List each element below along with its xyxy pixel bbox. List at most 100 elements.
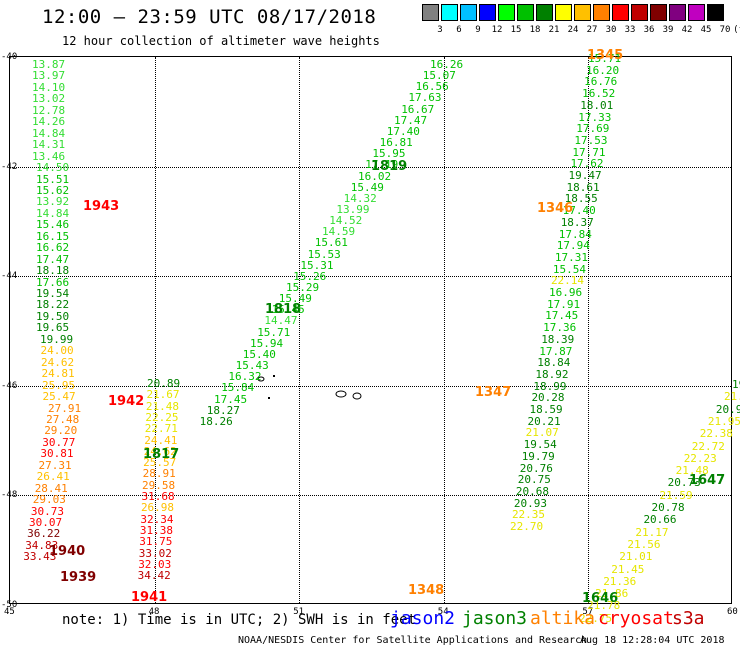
wave-height-label: 15.54 [552, 262, 587, 276]
wave-height-label: 20.78 [651, 501, 685, 514]
wave-height-label: 15.71 [588, 52, 622, 65]
wave-height-label: 16.02 [358, 169, 392, 183]
wave-height-label: 17.53 [574, 133, 608, 147]
wave-height-label: 15.40 [242, 347, 276, 361]
wave-height-label: 16.62 [36, 241, 70, 255]
island-outline [352, 392, 362, 400]
wave-height-label: 24.00 [40, 344, 74, 358]
pass-time-label: 1347 [475, 385, 512, 400]
wave-height-label: 32.03 [138, 557, 172, 571]
wave-height-label: 15.31 [300, 258, 334, 272]
wave-height-label: 22.75 [579, 611, 613, 625]
wave-height-label: 17.33 [578, 110, 612, 124]
scale-label: 15 [510, 25, 522, 35]
wave-height-label: 21.45 [611, 562, 645, 576]
scale-swatch [517, 4, 534, 21]
wave-height-label: 17.45 [545, 309, 579, 323]
wave-height-label: 20.75 [517, 473, 551, 487]
wave-height-label: 18.26 [199, 414, 233, 428]
scale-swatch [574, 4, 591, 21]
y-tick-label: -40 [1, 52, 18, 62]
wave-height-label: 15.62 [36, 183, 70, 197]
wave-height-label: 20.66 [643, 513, 677, 527]
wave-height-label: 17.31 [554, 250, 588, 264]
scale-label: 45 [700, 25, 712, 35]
wave-height-label: 16.76 [584, 75, 618, 89]
x-tick-label: 54 [437, 607, 449, 617]
scale-label: 30 [605, 25, 617, 35]
wave-height-label: 19.54 [523, 438, 557, 452]
wave-height-label: 29.58 [142, 478, 176, 492]
wave-height-label: 20.89 [147, 377, 181, 390]
wave-height-label: 19.65 [36, 321, 70, 335]
wave-height-label: 17.47 [36, 252, 70, 266]
grid-line-horizontal [10, 276, 731, 278]
scale-label: 21 [548, 25, 560, 35]
wave-height-label: 30.77 [42, 435, 76, 449]
scale-swatch [536, 4, 553, 21]
scale-label: 12 [491, 25, 503, 35]
wave-height-label: 17.87 [539, 344, 573, 358]
wave-height-label: 27.48 [46, 412, 80, 426]
wave-height-label: 17.45 [214, 392, 248, 406]
wave-height-label: 30.07 [29, 516, 63, 529]
wave-height-label: 12.78 [32, 103, 66, 117]
wave-height-label: 13.46 [32, 149, 66, 163]
scale-label: 6 [456, 25, 462, 35]
wave-height-label: 30.73 [30, 504, 65, 518]
legend-item-s3a: s3a [672, 608, 705, 629]
footer-timestamp: Aug 18 12:28:04 UTC 2018 [580, 635, 725, 646]
wave-height-label: 16.32 [228, 370, 262, 384]
wave-height-label: 25.47 [42, 390, 76, 404]
wave-height-label: 24.41 [144, 433, 178, 447]
scale-swatch [593, 4, 610, 21]
wave-height-label: 14.84 [36, 206, 70, 220]
wave-height-label: 15.95 [372, 147, 406, 161]
wave-height-label: 21.78 [587, 599, 621, 613]
wave-height-label: 21.48 [145, 399, 180, 413]
wave-height-label: 29.03 [32, 493, 66, 507]
scale-swatch [555, 4, 572, 21]
wave-height-label: 21.56 [627, 537, 661, 551]
wave-height-label: 15.51 [36, 172, 70, 186]
wave-height-label: 36.22 [27, 527, 61, 541]
pass-time-label: 1940 [49, 544, 86, 559]
wave-height-label: 34.42 [137, 569, 171, 583]
wave-height-label: 21.95 [707, 414, 740, 428]
y-tick-label: -48 [1, 490, 18, 501]
pass-time-label: 1817 [143, 447, 180, 462]
wave-height-label: 22.14 [550, 274, 585, 288]
x-tick-label: 48 [148, 607, 160, 617]
wave-height-label: 14.47 [264, 314, 298, 328]
scale-swatch [707, 4, 724, 21]
wave-height-label: 15.49 [278, 292, 312, 306]
y-tick-label: -42 [1, 161, 18, 172]
scale-label: 24 [567, 25, 579, 35]
wave-height-label: 18.01 [580, 98, 614, 112]
wave-height-label: 20.68 [515, 484, 549, 498]
wave-height-label: 16.96 [549, 286, 583, 299]
legend-item-altika: altika [530, 608, 596, 629]
wave-height-label: 15.94 [250, 336, 284, 350]
wave-height-label: 13.97 [32, 69, 66, 83]
wave-height-label: 31.75 [139, 535, 173, 549]
scale-label: 27 [586, 25, 598, 35]
wave-height-label: 19.50 [36, 309, 70, 323]
wave-height-label: 19.99 [40, 332, 74, 346]
wave-height-label: 22.35 [511, 508, 546, 522]
grid-line-horizontal [10, 495, 731, 497]
wave-height-label: 20.21 [527, 414, 561, 428]
wave-height-label: 31.38 [139, 523, 173, 537]
wave-height-label: 22.71 [144, 422, 178, 436]
wave-height-label: 22.23 [683, 451, 717, 465]
wave-height-label: 20.76 [519, 461, 553, 475]
wave-height-label: 26.98 [140, 501, 175, 515]
wave-height-label: 28.91 [142, 467, 176, 481]
wave-height-label: 21.48 [675, 464, 709, 478]
scale-swatch [422, 4, 439, 21]
wave-height-label: 30.81 [40, 447, 74, 461]
pass-time-label: 1941 [131, 590, 168, 605]
wave-height-label: 18.39 [541, 332, 575, 346]
land-outlines [257, 375, 362, 400]
wave-height-label: 17.62 [570, 157, 604, 171]
